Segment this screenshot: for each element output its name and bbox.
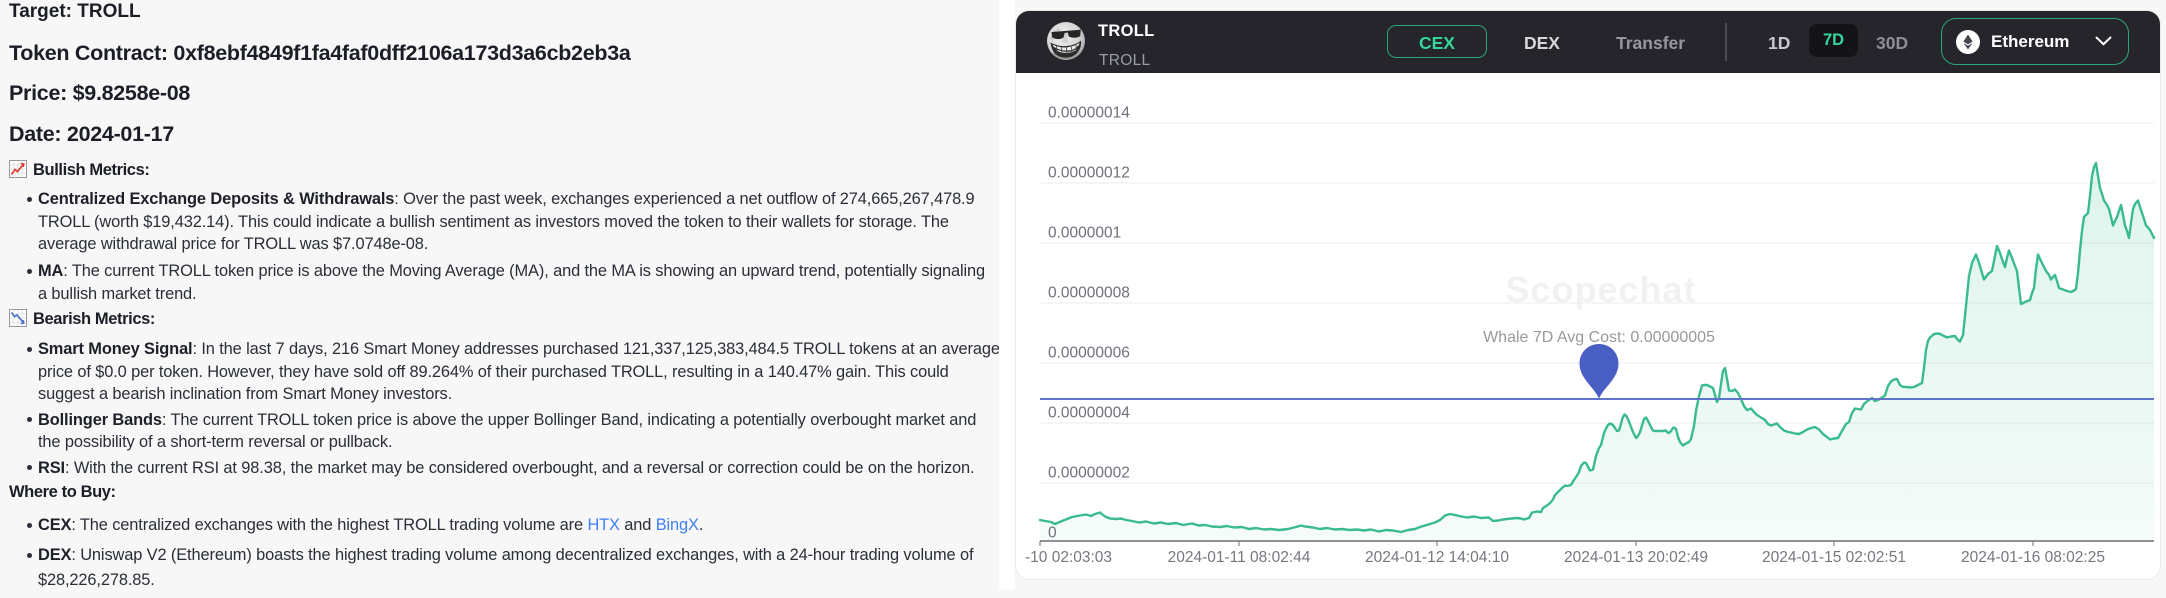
svg-text:-10 02:03:03: -10 02:03:03 <box>1025 549 1112 566</box>
svg-text:0.00000004: 0.00000004 <box>1048 405 1130 422</box>
svg-text:0.00000012: 0.00000012 <box>1048 165 1130 182</box>
svg-text:0.0000001: 0.0000001 <box>1048 225 1121 242</box>
svg-text:Whale 7D Avg Cost: 0.00000005: Whale 7D Avg Cost: 0.00000005 <box>1483 329 1715 346</box>
svg-text:2024-01-15 02:02:51: 2024-01-15 02:02:51 <box>1762 549 1906 566</box>
svg-text:2024-01-16 08:02:25: 2024-01-16 08:02:25 <box>1961 549 2105 566</box>
svg-text:0.00000008: 0.00000008 <box>1048 285 1130 302</box>
svg-text:2024-01-12 14:04:10: 2024-01-12 14:04:10 <box>1365 549 1509 566</box>
svg-text:2024-01-13 20:02:49: 2024-01-13 20:02:49 <box>1564 549 1708 566</box>
svg-text:0.00000014: 0.00000014 <box>1048 105 1130 122</box>
svg-text:0: 0 <box>1048 525 1057 542</box>
svg-text:2024-01-11 08:02:44: 2024-01-11 08:02:44 <box>1168 549 1311 566</box>
svg-text:0.00000006: 0.00000006 <box>1048 345 1130 362</box>
svg-text:0.00000002: 0.00000002 <box>1048 465 1130 482</box>
